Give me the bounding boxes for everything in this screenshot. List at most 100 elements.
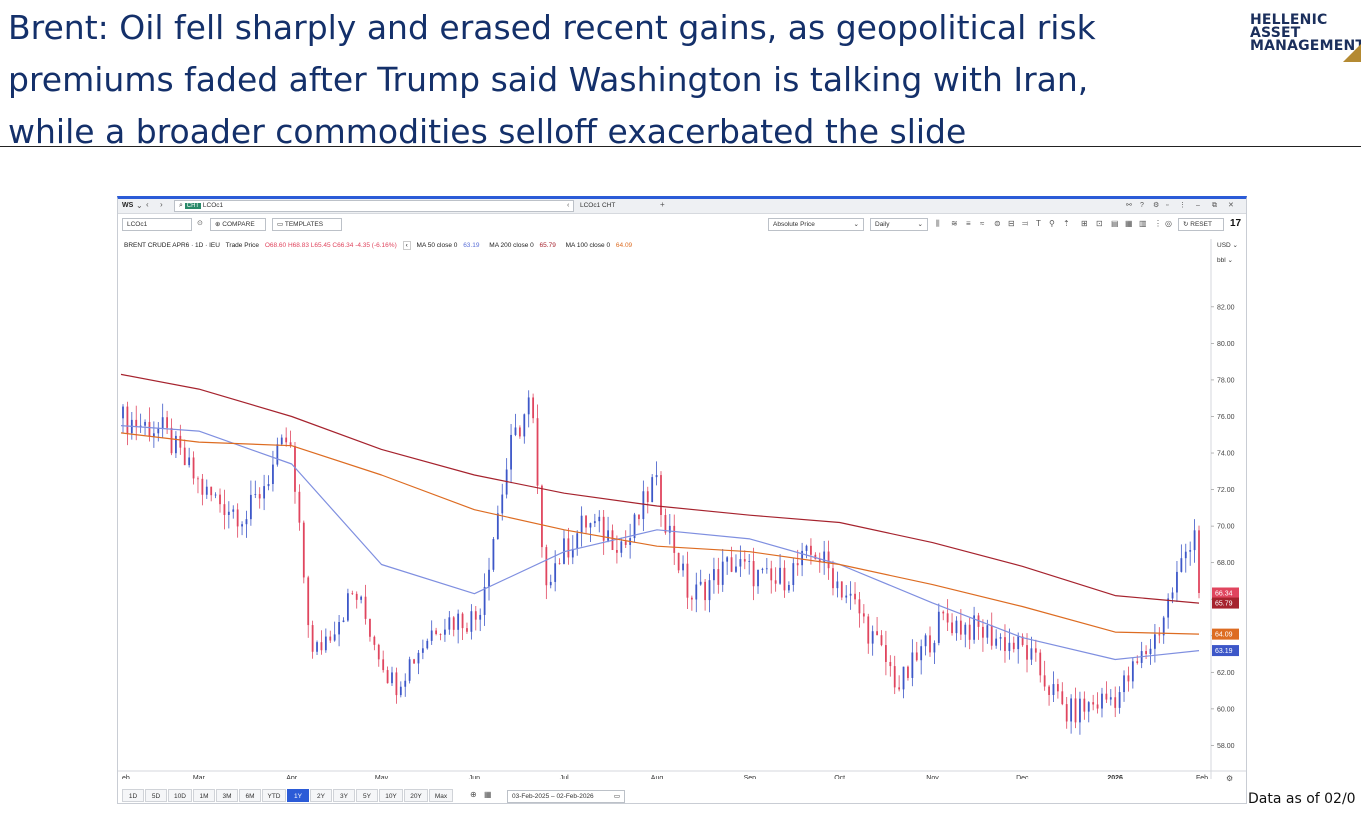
candle-body [607, 530, 609, 541]
legend-ma50-label: MA 50 close 0 [416, 242, 458, 249]
forward-arrow-icon[interactable]: › [160, 200, 163, 209]
candle-body [364, 596, 367, 619]
new-tab-icon[interactable]: + [660, 200, 665, 209]
candle-body [818, 559, 821, 563]
currency-select[interactable]: USD ⌄ [1217, 241, 1238, 249]
legend-ohlc: O68.60 H68.83 L65.45 C66.34 -4.35 (-6.16… [264, 242, 397, 249]
candle-body [1017, 636, 1020, 650]
tab-lcoc1-cht[interactable]: LCOc1 CHT [580, 202, 616, 209]
price-type-select[interactable]: Absolute Price ⌄ [768, 218, 864, 231]
candle-body [708, 580, 711, 601]
timeframe-max[interactable]: Max [429, 789, 453, 802]
more-tools-icon[interactable]: ⋮ [1154, 219, 1162, 228]
timeframe-10y[interactable]: 10Y [379, 789, 403, 802]
candle-body [298, 491, 301, 523]
settings-icon[interactable]: ⚙ [1153, 202, 1160, 209]
timeframe-2y[interactable]: 2Y [310, 789, 332, 802]
text-tool-icon[interactable]: T [1036, 219, 1041, 228]
reset-button[interactable]: ↻ RESET [1178, 218, 1224, 231]
date-range-value: 03-Feb-2025 – 02-Feb-2026 [512, 793, 594, 800]
candle-body [598, 516, 601, 522]
close-icon[interactable]: ✕ [1228, 202, 1234, 209]
candle-body [360, 596, 363, 600]
events-icon[interactable]: ⊜ [994, 219, 1001, 228]
unit-select[interactable]: bbl ⌄ [1217, 256, 1233, 264]
headline-line-1: Brent: Oil fell sharply and erased recen… [8, 8, 1096, 47]
candle-body [258, 494, 261, 499]
header-divider [0, 146, 1361, 147]
candle-body [995, 638, 998, 646]
compare-button[interactable]: ⊕ COMPARE [210, 218, 266, 231]
indicators-icon[interactable]: ≋ [951, 219, 958, 228]
candle-body [183, 447, 186, 466]
draw-line-icon[interactable]: ≈ [980, 219, 985, 228]
zoom-icon[interactable]: ⚲ [1049, 219, 1055, 228]
tradingview-logo: 17 [1230, 218, 1242, 229]
timeframe-1m[interactable]: 1M [193, 789, 215, 802]
timeframe-1d[interactable]: 1D [122, 789, 144, 802]
timeframe-3m[interactable]: 3M [216, 789, 238, 802]
share-icon[interactable]: ▥ [1139, 219, 1147, 228]
candle-body [474, 611, 477, 620]
minimize-icon[interactable]: – [1196, 202, 1200, 209]
candle-body [982, 626, 984, 638]
search-input[interactable]: ⌕ CHT LCOc1 [174, 200, 574, 212]
candle-body [713, 569, 715, 581]
candle-body [942, 611, 945, 614]
restore-icon[interactable]: ⧉ [1212, 202, 1217, 209]
search-collapse-icon[interactable]: ‹ [567, 202, 570, 209]
timeframe-1y[interactable]: 1Y [287, 789, 309, 802]
last-price-badge [1212, 628, 1239, 640]
x-tick-label: May [375, 775, 389, 779]
timeframe-5d[interactable]: 5D [145, 789, 167, 802]
candle-body [1131, 661, 1134, 682]
candle-body [1048, 686, 1050, 695]
calendar-range-icon[interactable]: ⊕ [470, 790, 477, 799]
target-icon[interactable]: ◎ [1165, 219, 1172, 228]
candle-body [889, 661, 892, 667]
link-icon[interactable]: ⚯ [1126, 202, 1132, 209]
legend-collapse-icon[interactable]: ‹ [402, 241, 411, 250]
candle-body [567, 538, 570, 558]
date-picker-icon[interactable]: ▦ [484, 790, 492, 799]
grid-icon[interactable]: ⊞ [1081, 219, 1088, 228]
ws-dropdown-icon[interactable]: ⌄ [136, 201, 143, 210]
candle-body [642, 491, 645, 520]
timeframe-ytd[interactable]: YTD [262, 789, 286, 802]
export-icon[interactable]: ▤ [1111, 219, 1119, 228]
price-chart[interactable]: 58.0060.0062.0064.0066.0068.0070.0072.00… [118, 239, 1246, 779]
candle-body [249, 494, 252, 520]
axis-settings-icon[interactable]: ⚙ [1226, 774, 1234, 783]
back-arrow-icon[interactable]: ‹ [146, 200, 149, 209]
timeframe-20y[interactable]: 20Y [404, 789, 428, 802]
fib-icon[interactable]: ⊟ [1008, 219, 1015, 228]
candle-body [496, 513, 499, 540]
date-range-input[interactable]: 03-Feb-2025 – 02-Feb-2026 ▭ [507, 790, 625, 803]
ric-input[interactable]: LCOc1 [122, 218, 192, 231]
help-icon[interactable]: ? [1140, 202, 1144, 209]
timeframe-3y[interactable]: 3Y [333, 789, 355, 802]
candle-body [245, 519, 248, 525]
table-icon[interactable]: ⊡ [1096, 219, 1103, 228]
candle-body [1154, 634, 1156, 649]
candle-body [139, 425, 142, 427]
candle-body [911, 652, 914, 678]
candle-body [638, 514, 640, 520]
interval-select[interactable]: Daily ⌄ [870, 218, 928, 231]
print-icon[interactable]: ▦ [1125, 219, 1133, 228]
timeframe-10d[interactable]: 10D [168, 789, 192, 802]
templates-button[interactable]: ▭ TEMPLATES [272, 218, 342, 231]
pointer-icon[interactable]: ⇡ [1063, 219, 1070, 228]
workspace-label[interactable]: WS [122, 202, 134, 209]
align-icon[interactable]: ⫤ [1022, 219, 1029, 228]
studies-icon[interactable]: ≡ [966, 219, 971, 228]
candle-body [285, 437, 288, 443]
layout-icon[interactable]: ▫ [1166, 202, 1169, 209]
timeframe-6m[interactable]: 6M [239, 789, 261, 802]
candle-body [391, 672, 393, 684]
candle-type-icon[interactable]: ⫼ [936, 219, 940, 228]
ric-options-icon[interactable]: ⊙ [197, 220, 203, 227]
legend-ma200: MA 200 close 0 65.79 [489, 242, 560, 249]
timeframe-5y[interactable]: 5Y [356, 789, 378, 802]
more-icon[interactable]: ⋮ [1179, 202, 1186, 209]
